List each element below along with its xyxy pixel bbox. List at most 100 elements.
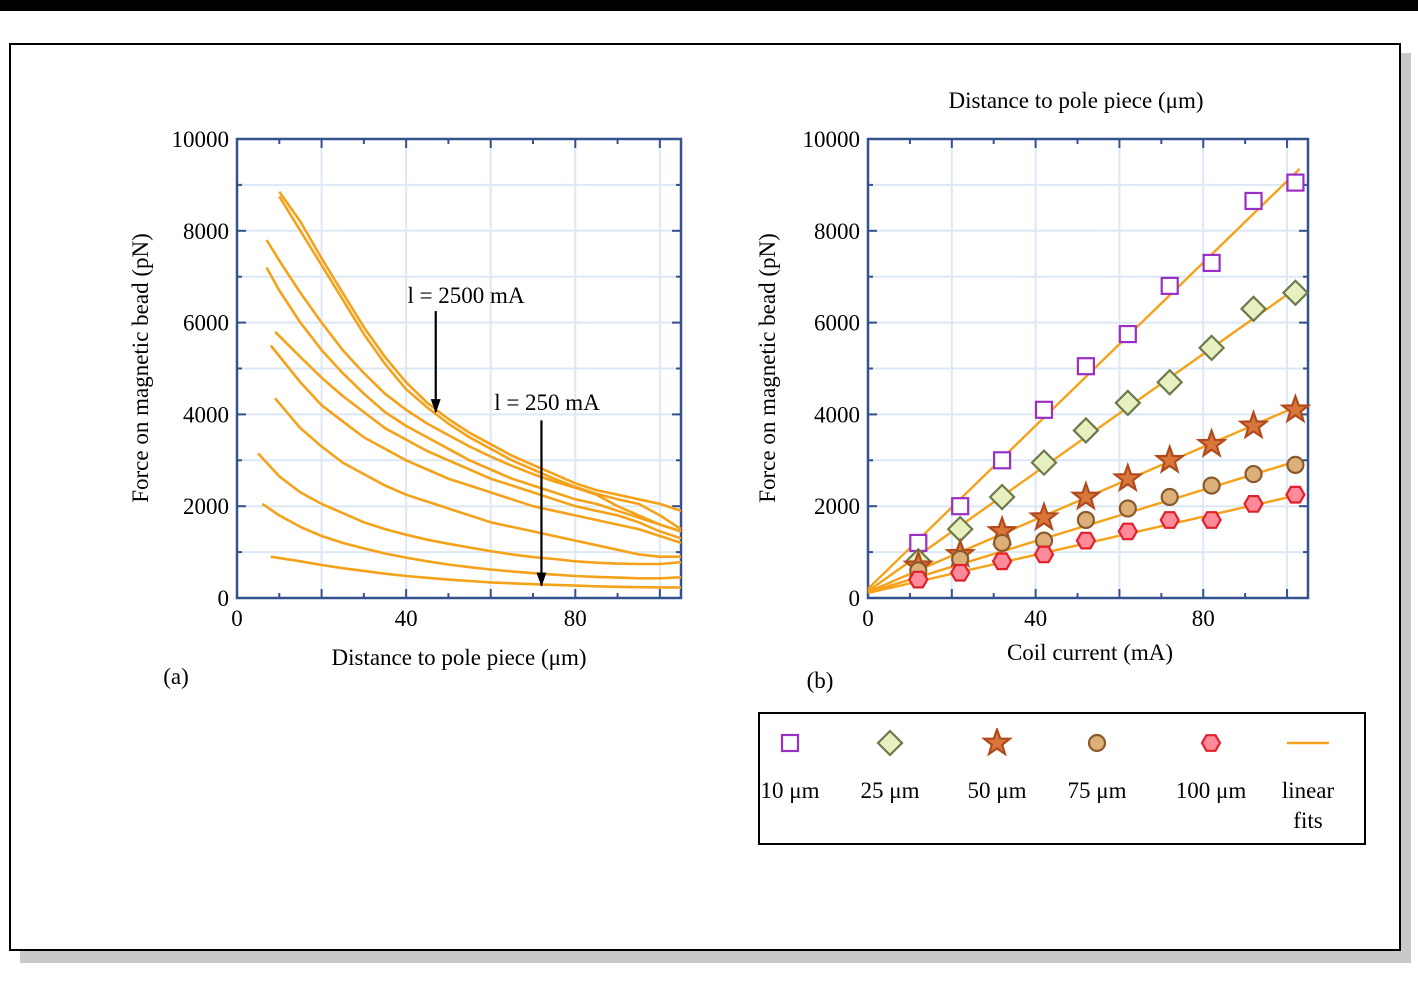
chart-a-curve-9 bbox=[261, 502, 682, 580]
chart-b-fit-line-1 bbox=[867, 167, 1301, 590]
legend-line-icon bbox=[1287, 741, 1329, 745]
chart-b-ylabel: Force on magnetic bead (pN) bbox=[755, 233, 780, 503]
legend-marker bbox=[1087, 733, 1107, 753]
chart-a-curve-1 bbox=[278, 191, 682, 513]
chart-b-point-star bbox=[1028, 500, 1060, 532]
chart-a-xtick-label: 40 bbox=[395, 606, 418, 631]
top-border-bar bbox=[0, 0, 1418, 11]
legend-label: 75 μm bbox=[1067, 778, 1127, 803]
legend-label: 10 μm bbox=[760, 778, 820, 803]
chart-b-point-star bbox=[1237, 409, 1270, 440]
chart-b-point-hexagon bbox=[949, 563, 971, 582]
chart-b-point-diamond bbox=[1281, 279, 1309, 307]
chart-b-point-square bbox=[951, 497, 970, 516]
chart-b-point-hexagon bbox=[1117, 522, 1139, 541]
chart-a-xlabel: Distance to pole piece (μm) bbox=[331, 645, 586, 670]
chart-a-ytick-label: 2000 bbox=[183, 494, 229, 519]
legend-item: 25 μm bbox=[840, 714, 940, 843]
legend-item: 50 μm bbox=[947, 714, 1047, 843]
legend-label: 25 μm bbox=[860, 778, 920, 803]
chart-b-point-circle bbox=[1286, 455, 1305, 474]
legend-marker bbox=[1200, 734, 1222, 752]
chart-b-point-hexagon bbox=[1285, 485, 1306, 504]
chart-b-point-star bbox=[1153, 443, 1186, 474]
chart-b-point-hexagon bbox=[1159, 511, 1180, 529]
chart-b-point-square bbox=[1160, 276, 1179, 295]
chart-a-ytick-label: 4000 bbox=[183, 402, 229, 427]
chart-b-ytick-label: 2000 bbox=[814, 494, 860, 519]
legend-label: 50 μm bbox=[967, 778, 1027, 803]
chart-b-point-star bbox=[1069, 480, 1102, 511]
chart-b-point-diamond bbox=[1072, 416, 1100, 445]
legend-item-linear-fits: linear fits bbox=[1258, 714, 1358, 843]
chart-a-ytick-label: 10000 bbox=[172, 127, 230, 152]
chart-b-point-circle bbox=[1244, 464, 1263, 484]
chart-b-point-hexagon bbox=[991, 552, 1013, 571]
legend-marker bbox=[780, 733, 800, 753]
chart-b-ytick-label: 0 bbox=[849, 586, 861, 611]
chart-a-curve-2 bbox=[278, 195, 682, 531]
legend-item: 10 μm bbox=[740, 714, 840, 843]
chart-a-curve-7 bbox=[274, 397, 681, 558]
legend-label: 100 μm bbox=[1175, 778, 1247, 803]
chart-a-curve-8 bbox=[257, 452, 682, 566]
chart-b-point-diamond bbox=[1239, 295, 1268, 323]
chart-b-point-square bbox=[1076, 357, 1096, 376]
chart-b-point-diamond bbox=[1114, 389, 1142, 417]
chart-a-curve-4 bbox=[265, 266, 682, 533]
chart-b-point-circle bbox=[1202, 476, 1221, 495]
chart-b-ytick-label: 6000 bbox=[814, 311, 860, 336]
chart-a-xtick-label: 80 bbox=[564, 606, 587, 631]
legend-marker-circle-icon bbox=[1087, 733, 1107, 753]
legend-marker-star-icon bbox=[981, 728, 1013, 757]
chart-b-point-square bbox=[992, 451, 1012, 470]
chart-b-title: Distance to pole piece (μm) bbox=[948, 88, 1203, 113]
chart-a-ylabel: Force on magnetic bead (pN) bbox=[128, 233, 153, 503]
chart-b-point-square bbox=[1202, 253, 1221, 273]
chart-b-point-hexagon bbox=[1243, 495, 1264, 513]
chart-b-point-diamond bbox=[1030, 449, 1058, 477]
legend-item: 75 μm bbox=[1047, 714, 1147, 843]
chart-b-xtick-label: 40 bbox=[1024, 606, 1047, 631]
chart-b-point-hexagon bbox=[1201, 511, 1222, 529]
legend-label-linear: linear bbox=[1281, 778, 1335, 803]
chart-b-point-diamond bbox=[1156, 368, 1184, 396]
chart-a-ytick-label: 0 bbox=[218, 586, 230, 611]
chart-a-xtick-label: 0 bbox=[231, 606, 243, 631]
chart-b-xtick-label: 80 bbox=[1192, 606, 1215, 631]
chart-b-point-hexagon bbox=[1033, 545, 1055, 564]
chart-b-xtick-label: 0 bbox=[862, 606, 874, 631]
legend-marker bbox=[876, 729, 904, 757]
chart-a-ytick-label: 8000 bbox=[183, 219, 229, 244]
chart-a-curve-6 bbox=[269, 344, 682, 545]
chart-b-ytick-label: 8000 bbox=[814, 219, 860, 244]
chart-b-point-square bbox=[1244, 191, 1263, 211]
chart-a-curve-10 bbox=[270, 555, 681, 589]
chart-b-ytick-label: 10000 bbox=[803, 127, 861, 152]
chart-a-ytick-label: 6000 bbox=[183, 311, 229, 336]
chart-b-point-circle bbox=[1118, 499, 1137, 518]
chart-b-point-star bbox=[1111, 461, 1144, 493]
chart-b-point-square bbox=[1118, 324, 1137, 344]
chart-b-point-square bbox=[1034, 400, 1054, 419]
legend-marker-hexagon-icon bbox=[1200, 734, 1222, 752]
chart-a-curve-5 bbox=[274, 330, 682, 540]
legend-label-fits: fits bbox=[1293, 808, 1323, 833]
chart-b-point-star bbox=[1279, 393, 1312, 424]
chart-b-xlabel: Coil current (mA) bbox=[1007, 640, 1173, 665]
chart-b-point-star bbox=[1195, 427, 1228, 458]
legend-marker-square-icon bbox=[780, 733, 800, 753]
chart-b-point-hexagon bbox=[908, 570, 929, 589]
chart-b-point-circle bbox=[992, 533, 1012, 553]
panel-label-b: (b) bbox=[807, 668, 834, 693]
chart-b-point-circle bbox=[1076, 510, 1096, 530]
panel-label-a: (a) bbox=[163, 664, 189, 689]
annotation-250mA: l = 250 mA bbox=[494, 390, 600, 415]
legend-label-linear-fits: linear fits bbox=[1258, 776, 1358, 836]
chart-b-ytick-label: 4000 bbox=[814, 402, 860, 427]
legend-marker bbox=[981, 728, 1013, 757]
chart-b-point-diamond bbox=[988, 483, 1016, 511]
chart-a-curve-3 bbox=[265, 239, 682, 533]
